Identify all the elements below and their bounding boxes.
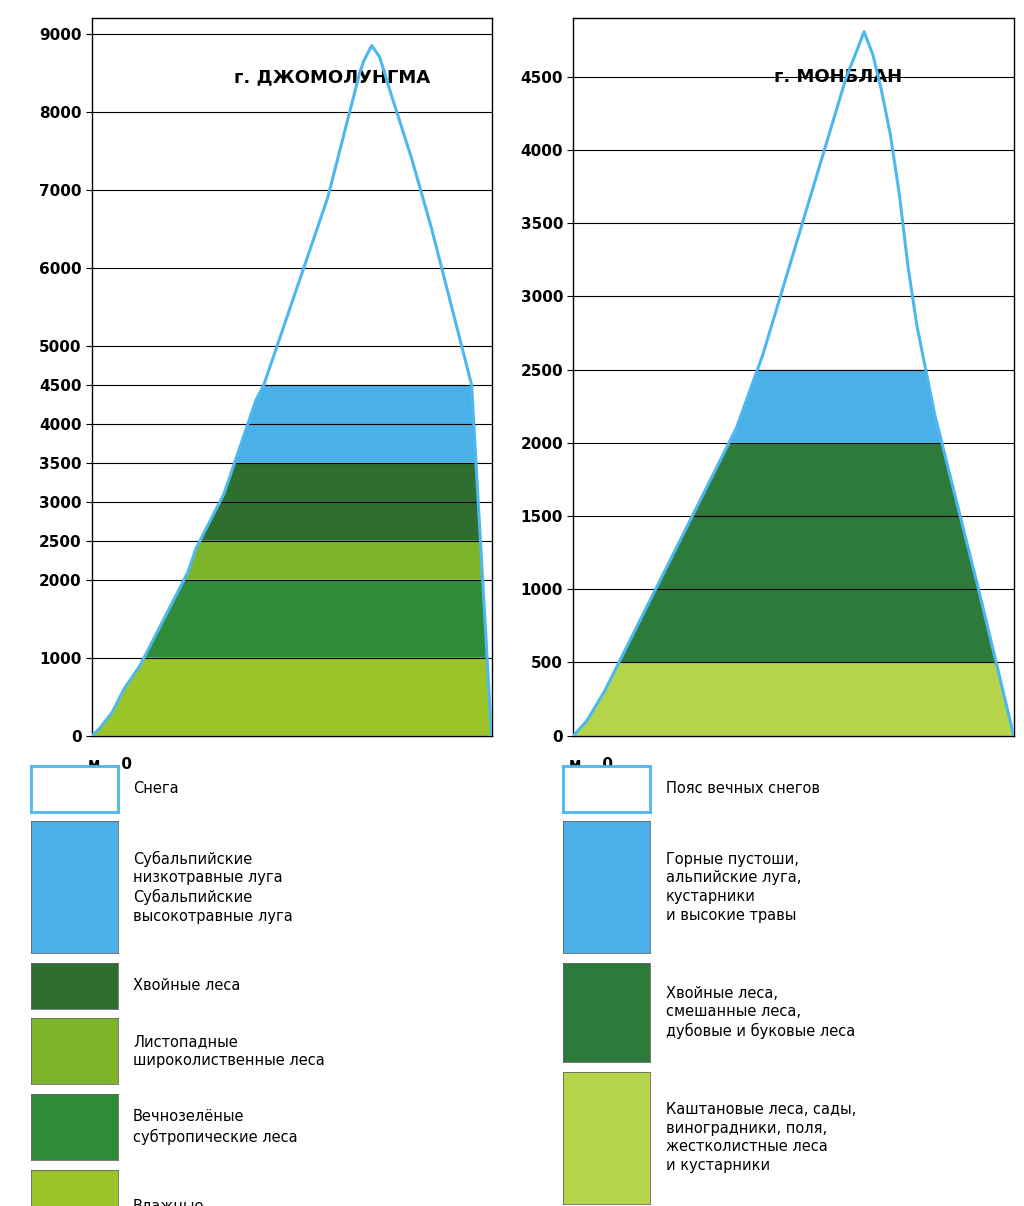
Polygon shape: [144, 580, 487, 657]
Text: Каштановые леса, сады,
виноградники, поля,
жестколистные леса
и кустарники: Каштановые леса, сады, виноградники, пол…: [666, 1102, 856, 1173]
Text: Горные пустоши,
альпийские луга,
кустарники
и высокие травы: Горные пустоши, альпийские луга, кустарн…: [666, 851, 801, 923]
Polygon shape: [200, 463, 480, 540]
Polygon shape: [758, 31, 926, 369]
Text: Листопадные
широколиственные леса: Листопадные широколиственные леса: [133, 1035, 325, 1069]
Text: г. ДЖОМОЛУНГМА: г. ДЖОМОЛУНГМА: [233, 69, 430, 87]
Text: Вечнозелёные
субтропические леса: Вечнозелёные субтропические леса: [133, 1110, 298, 1144]
Text: Субальпийские
низкотравные луга
Субальпийские
высокотравные луга: Субальпийские низкотравные луга Субальпи…: [133, 850, 293, 924]
Polygon shape: [729, 369, 942, 443]
Polygon shape: [234, 385, 476, 463]
Polygon shape: [620, 443, 996, 662]
Text: Влажные
субэкваториальные леса
у подножия гор – заболо-
ченные джунгли: Влажные субэкваториальные леса у подножи…: [133, 1199, 331, 1206]
Text: м    0: м 0: [569, 757, 613, 772]
Polygon shape: [92, 657, 492, 736]
Polygon shape: [573, 662, 1014, 736]
Text: Хвойные леса,
смешанные леса,
дубовые и буковые леса: Хвойные леса, смешанные леса, дубовые и …: [666, 985, 855, 1040]
Text: Хвойные леса: Хвойные леса: [133, 978, 241, 994]
Polygon shape: [184, 540, 482, 580]
Polygon shape: [264, 46, 471, 385]
Text: Пояс вечных снегов: Пояс вечных снегов: [666, 781, 819, 796]
Text: г. МОНБЛАН: г. МОНБЛАН: [773, 69, 902, 87]
Text: м    0: м 0: [88, 757, 132, 772]
Text: Снега: Снега: [133, 781, 179, 796]
